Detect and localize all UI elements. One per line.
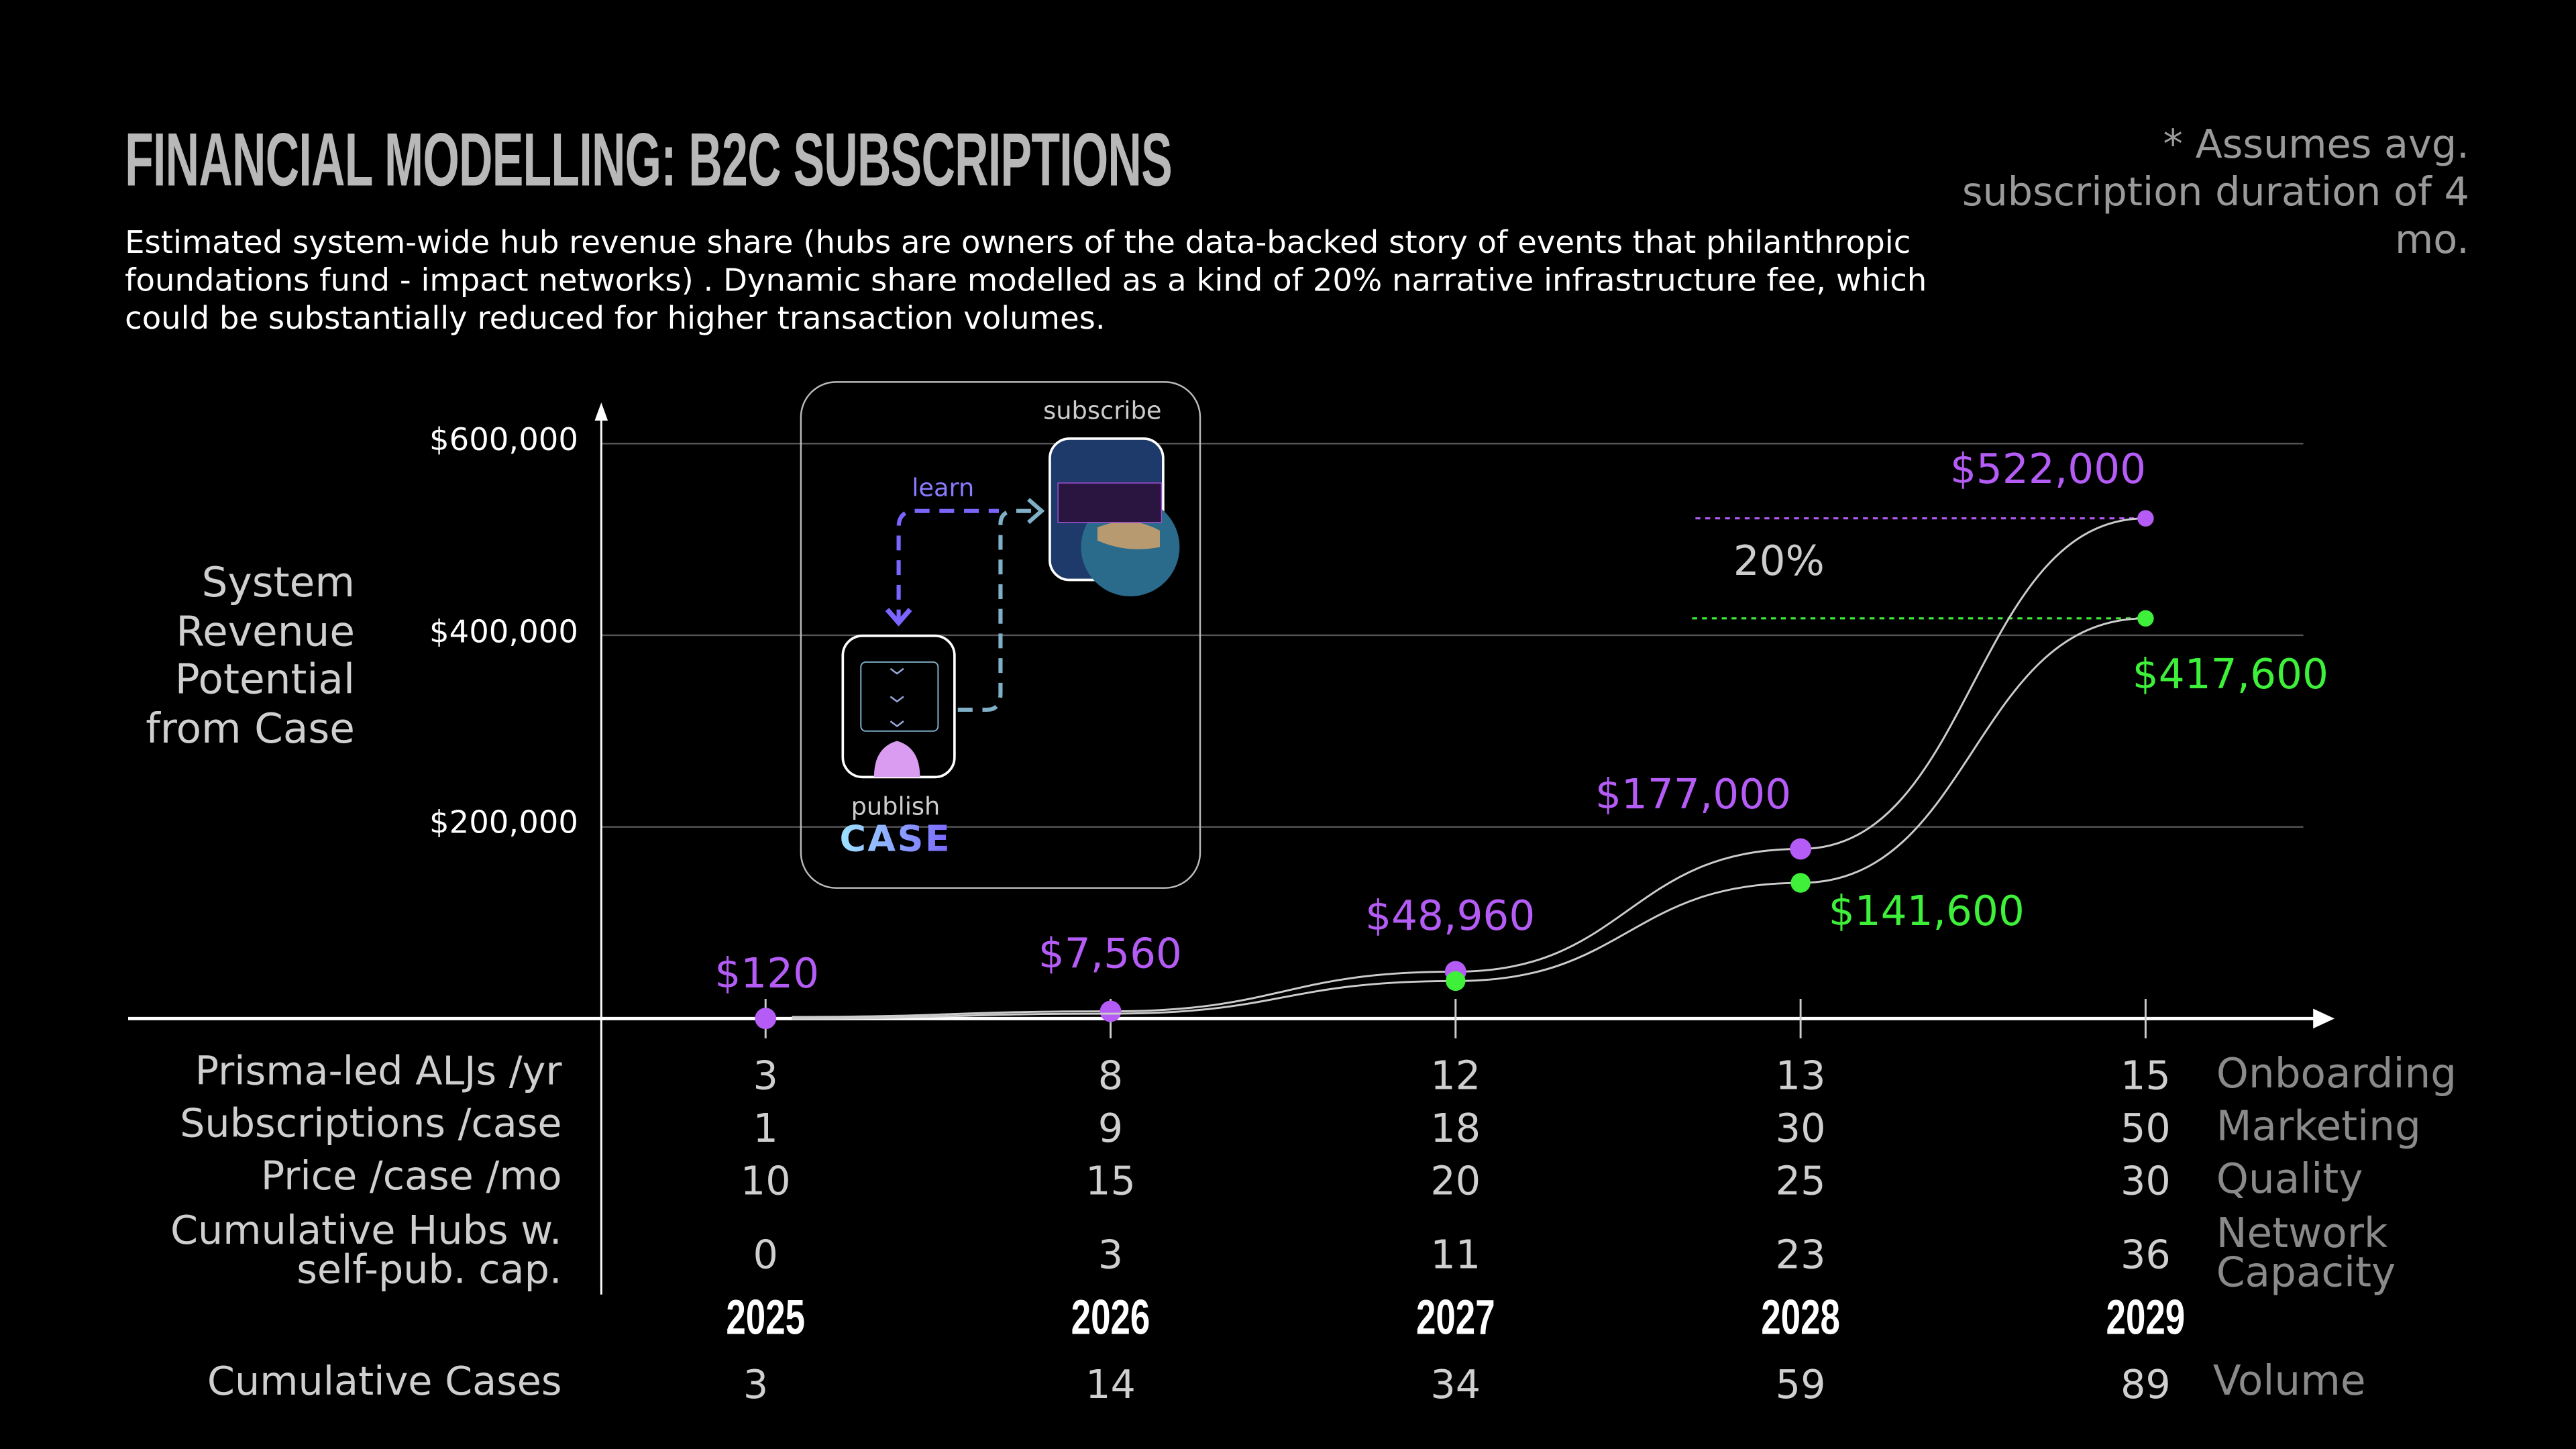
table-cell: 8 [1097, 1053, 1124, 1099]
row-label: Cumulative Cases [207, 1358, 562, 1405]
table-cell: 36 [2120, 1232, 2171, 1279]
table-cell: 3 [1097, 1232, 1124, 1279]
data-point [2137, 510, 2154, 527]
table-cell: 11 [1430, 1232, 1481, 1279]
table-cell: 23 [1775, 1232, 1826, 1279]
table-cell: 3 [743, 1362, 769, 1408]
data-point [2137, 610, 2154, 627]
table-cell: 0 [753, 1232, 778, 1279]
year-label: 2029 [2106, 1291, 2186, 1346]
table-cell: 50 [2120, 1106, 2171, 1152]
data-label: $7,560 [1038, 930, 1183, 978]
y-axis-arrow [594, 402, 608, 421]
driver-label: Marketing [2216, 1102, 2421, 1150]
case-logo: CASE [839, 820, 952, 861]
table-cell: 10 [740, 1158, 791, 1205]
year-label: 2027 [1415, 1291, 1495, 1346]
y-axis-label: System Revenue Potential from Case [125, 559, 355, 753]
publish-to-subscribe-arrow [957, 508, 1040, 712]
data-label: $417,600 [2132, 650, 2328, 698]
data-point [1446, 971, 1466, 991]
y-axis-label-text: System Revenue Potential from Case [146, 558, 355, 752]
year-label: 2028 [1761, 1291, 1840, 1346]
year-label: 2025 [726, 1291, 806, 1346]
table-cell: 18 [1430, 1106, 1481, 1152]
table-cell: 30 [2120, 1158, 2171, 1205]
driver-label: Network Capacity [2216, 1209, 2396, 1297]
x-axis-arrow [2313, 1008, 2335, 1029]
row-label: Subscriptions /case [180, 1100, 562, 1147]
subtitle: Estimated system-wide hub revenue share … [125, 225, 1927, 337]
percentage-annotation: 20% [1733, 537, 1825, 585]
driver-label: Quality [2216, 1155, 2363, 1203]
driver-label: Onboarding [2216, 1049, 2457, 1097]
y-tick-label: $200,000 [429, 805, 579, 842]
learn-label: learn [912, 473, 975, 503]
table-cell: 25 [1775, 1158, 1826, 1205]
table-cell: 89 [2120, 1362, 2171, 1408]
table-cell: 15 [2120, 1053, 2171, 1099]
arrow-down-icon [885, 608, 912, 627]
table-cell: 13 [1775, 1053, 1826, 1099]
data-label: $141,600 [1828, 887, 2025, 935]
year-label: 2026 [1071, 1291, 1150, 1346]
flow-arrows [841, 437, 1180, 779]
page-title: FINANCIAL MODELLING: B2C SUBSCRIPTIONS [125, 116, 1173, 203]
arrow-right-icon [1027, 498, 1045, 525]
data-label: $522,000 [1949, 445, 2147, 493]
row-label: Prisma-led ALJs /yr [195, 1048, 562, 1095]
series-curve [792, 617, 2146, 1020]
table-cell: 14 [1085, 1362, 1136, 1408]
table-cell: 9 [1097, 1106, 1124, 1152]
learn-arrow [896, 508, 999, 625]
data-label: $120 [714, 949, 820, 998]
table-cell: 3 [753, 1053, 778, 1099]
data-point [1790, 838, 1812, 860]
data-point [1790, 873, 1811, 893]
data-point [755, 1008, 777, 1030]
case-flow-diagram: subscribe learn publish CASE [800, 381, 1201, 889]
table-cell: 30 [1775, 1106, 1826, 1152]
table-cell: 34 [1430, 1362, 1481, 1408]
publish-device-icon [841, 634, 956, 779]
series-curve [792, 517, 2146, 1018]
y-tick-label: $600,000 [429, 422, 579, 459]
table-cell: 1 [753, 1106, 778, 1152]
data-label: $48,960 [1365, 892, 1536, 940]
footnote: * Assumes avg. subscription duration of … [1962, 121, 2469, 263]
data-point [1099, 1000, 1122, 1022]
driver-label: Volume [2212, 1356, 2366, 1405]
table-cell: 59 [1775, 1362, 1826, 1408]
table-cell: 12 [1430, 1053, 1481, 1099]
subscribe-label: subscribe [1043, 396, 1162, 426]
table-cell: 15 [1085, 1158, 1136, 1205]
publish-label: publish [851, 792, 941, 822]
data-label: $177,000 [1595, 770, 1792, 818]
row-label: Price /case /mo [260, 1153, 562, 1199]
table-cell: 20 [1430, 1158, 1481, 1205]
y-tick-label: $400,000 [429, 614, 579, 650]
row-label: Cumulative Hubs w. self-pub. cap. [170, 1208, 562, 1293]
